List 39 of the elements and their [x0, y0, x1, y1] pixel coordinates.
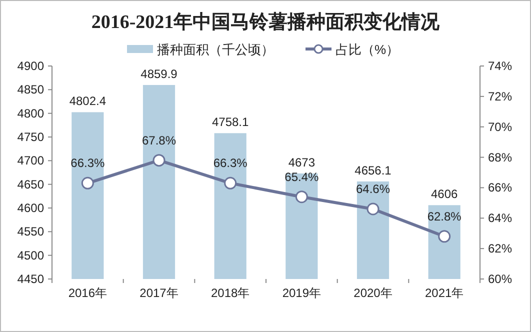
xtick: 2016年 [68, 286, 108, 300]
ytick: 4700 [17, 154, 44, 168]
xtick: 2018年 [210, 286, 250, 300]
y2tick: 62% [488, 242, 512, 256]
ytick: 4850 [17, 82, 44, 97]
data-label: 4656.1 [354, 163, 392, 178]
data-label: 65.4% [284, 170, 319, 184]
data-label: 4758.1 [212, 115, 249, 130]
data-label: 62.8% [427, 209, 462, 224]
ytick: 4900 [17, 59, 44, 73]
ytick: 4500 [17, 248, 44, 262]
ytick: 4650 [17, 177, 44, 192]
xtick: 2017年 [140, 286, 178, 300]
xtick: 2019年 [282, 286, 322, 300]
data-label: 4673 [288, 155, 316, 170]
xtick: 2020年 [354, 286, 392, 300]
ytick: 4750 [17, 130, 44, 144]
ytick: 4600 [17, 201, 44, 215]
data-label: 66.3% [213, 156, 248, 170]
ytick: 4450 [17, 272, 44, 286]
y2tick: 60% [488, 272, 512, 286]
y2tick: 68% [488, 150, 512, 164]
data-label: 4802.4 [69, 94, 106, 108]
data-label: 67.8% [142, 133, 176, 148]
y2tick: 64% [488, 211, 512, 226]
y2tick: 70% [488, 120, 512, 134]
ytick: 4800 [17, 106, 44, 120]
xtick: 2021年 [424, 286, 464, 300]
legend-text: 播种面积（千公顷） [157, 42, 274, 57]
data-label: 4606 [430, 187, 458, 202]
data-label: 64.6% [356, 182, 390, 196]
y2tick: 72% [488, 89, 512, 104]
y2tick: 66% [488, 180, 512, 195]
y2tick: 74% [488, 59, 512, 73]
ytick: 4550 [17, 224, 44, 239]
data-label: 66.3% [70, 156, 105, 170]
legend-text: 占比（%） [336, 42, 400, 57]
data-label: 4859.9 [140, 66, 178, 81]
title: 2016-2021年中国马铃薯播种面积变化情况 [91, 12, 440, 33]
